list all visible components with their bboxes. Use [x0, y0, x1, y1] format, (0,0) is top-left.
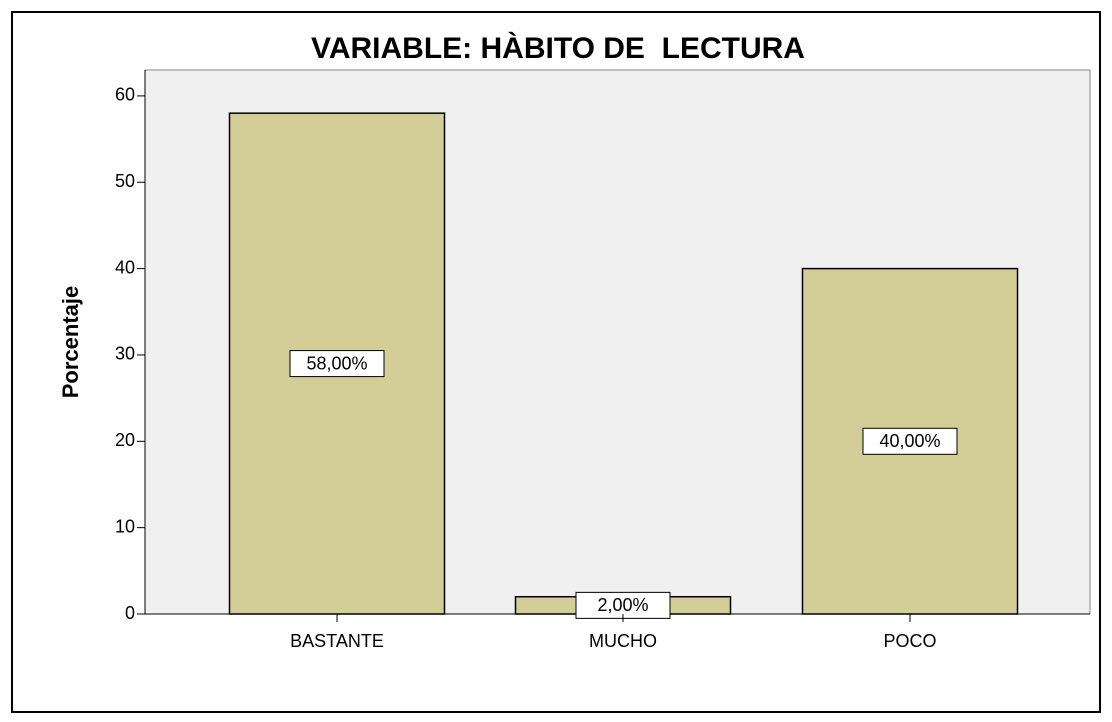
y-tick-label: 50: [115, 171, 135, 191]
y-tick-label: 20: [115, 430, 135, 450]
value-label-box: [289, 350, 385, 378]
x-tick-label: MUCHO: [589, 631, 657, 651]
y-tick-label: 30: [115, 344, 135, 364]
value-label-box: [862, 427, 958, 455]
y-axis-label: Porcentaje: [58, 286, 83, 399]
y-tick-label: 60: [115, 85, 135, 105]
value-label: 58,00%: [306, 353, 367, 373]
y-tick-label: 10: [115, 516, 135, 536]
y-tick-label: 40: [115, 257, 135, 277]
chart-title: VARIABLE: HÀBITO DE LECTURA: [311, 31, 805, 65]
value-label: 40,00%: [879, 431, 940, 451]
y-tick-label: 0: [125, 603, 135, 623]
x-tick-label: POCO: [883, 631, 936, 651]
value-label: 2,00%: [597, 595, 648, 615]
x-tick-label: BASTANTE: [290, 631, 384, 651]
